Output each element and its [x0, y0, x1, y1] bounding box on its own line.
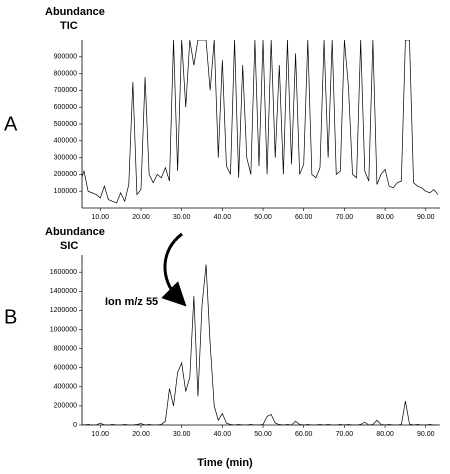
y-tick-label: 1600000	[50, 269, 77, 276]
x-tick-label: 70.00	[336, 431, 354, 438]
y-tick-label: 1400000	[50, 288, 77, 295]
x-tick-label: 90.00	[417, 431, 435, 438]
arrow	[161, 232, 187, 307]
x-tick-label: 80.00	[376, 214, 394, 221]
x-tick-label: 20.00	[132, 214, 150, 221]
y-tick-label: 100000	[54, 188, 77, 195]
panel-label: A	[4, 113, 18, 135]
y-tick-label: 0	[73, 422, 77, 429]
x-tick-label: 10.00	[92, 431, 110, 438]
y-axis-label: Abundance	[45, 6, 105, 18]
trace	[82, 264, 438, 425]
x-tick-label: 60.00	[295, 431, 313, 438]
y-tick-label: 1000000	[50, 326, 77, 333]
y-tick-label: 900000	[54, 54, 77, 61]
x-tick-label: 80.00	[376, 431, 394, 438]
y-tick-label: 600000	[54, 104, 77, 111]
trace-label: TIC	[60, 20, 78, 32]
y-tick-label: 400000	[54, 384, 77, 391]
panel-label: B	[4, 306, 17, 328]
y-tick-label: 300000	[54, 154, 77, 161]
y-tick-label: 800000	[54, 345, 77, 352]
x-tick-label: 60.00	[295, 214, 313, 221]
y-tick-label: 200000	[54, 403, 77, 410]
y-tick-label: 400000	[54, 138, 77, 145]
trace-label: SIC	[60, 240, 78, 252]
y-tick-label: 1200000	[50, 307, 77, 314]
trace	[82, 40, 439, 204]
x-tick-label: 70.00	[336, 214, 354, 221]
x-tick-label: 20.00	[132, 431, 150, 438]
x-axis-label: Time (min)	[197, 457, 253, 469]
x-tick-label: 40.00	[214, 431, 232, 438]
x-tick-label: 50.00	[254, 431, 272, 438]
annotation: Ion m/z 55	[105, 296, 158, 308]
y-tick-label: 800000	[54, 70, 77, 77]
y-axis-label: Abundance	[45, 226, 105, 238]
y-tick-label: 500000	[54, 121, 77, 128]
x-tick-label: 10.00	[92, 214, 110, 221]
y-tick-label: 200000	[54, 171, 77, 178]
x-tick-label: 90.00	[417, 214, 435, 221]
x-tick-label: 30.00	[173, 214, 191, 221]
x-tick-label: 50.00	[254, 214, 272, 221]
y-tick-label: 600000	[54, 365, 77, 372]
y-tick-label: 700000	[54, 87, 77, 94]
x-tick-label: 40.00	[214, 214, 232, 221]
x-tick-label: 30.00	[173, 431, 191, 438]
